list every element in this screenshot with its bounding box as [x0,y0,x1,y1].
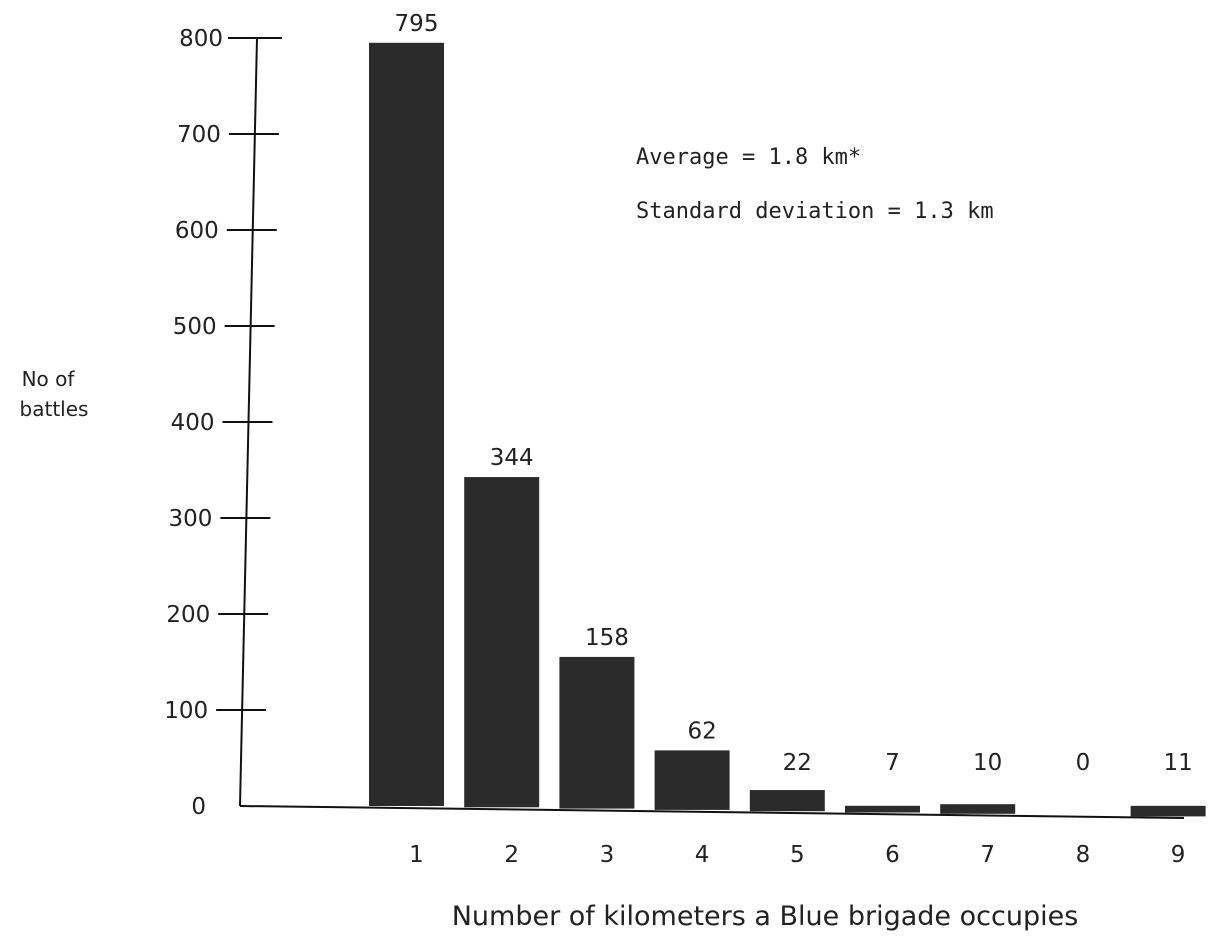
y-tick-label: 300 [168,506,212,532]
y-axis-label-line1: No of [22,367,76,391]
x-tick-label: 7 [980,842,995,868]
x-tick-label: 6 [885,842,900,868]
category-labels: 1 2 3 4 5 6 7 8 9 [409,842,1185,868]
x-tick-label: 8 [1076,842,1091,868]
data-label: 158 [585,625,629,651]
y-tick-label: 600 [175,218,219,244]
x-axis [239,805,1185,819]
data-label: 11 [1163,750,1192,776]
bar-1 [369,42,444,807]
annotation-std-dev: Standard deviation = 1.3 km [636,199,994,224]
y-tick-label: 700 [177,122,221,148]
data-label: 344 [490,445,534,471]
x-tick-label: 5 [790,842,805,868]
x-axis-label: Number of kilometers a Blue brigade occu… [452,901,1079,932]
y-tick-label: 800 [179,26,223,52]
x-tick-label: 9 [1171,842,1186,868]
y-tick-label: 0 [191,794,206,820]
data-label: 62 [687,718,716,744]
data-label: 0 [1076,750,1091,776]
annotation-average: Average = 1.8 km* [636,145,861,170]
y-tick-label: 200 [166,602,210,628]
y-ticks: 0 100 200 300 400 500 600 700 800 [164,26,282,820]
bar-4 [654,750,730,810]
data-label: 795 [395,11,439,37]
bar-7 [940,804,1016,814]
y-axis-label-line2: battles [20,397,89,421]
x-tick-label: 2 [504,842,519,868]
y-tick-label: 400 [171,410,215,436]
bar-9 [1130,805,1206,817]
y-tick-label: 500 [173,314,217,340]
data-label: 7 [885,750,900,776]
y-tick-label: 100 [164,698,208,724]
x-tick-label: 1 [409,842,424,868]
bar-2 [464,477,540,808]
bar-6 [845,805,920,813]
bar-3 [559,656,635,809]
x-tick-label: 4 [695,842,710,868]
bars [369,42,1206,817]
data-label: 10 [973,750,1002,776]
bar-5 [749,790,825,812]
x-tick-label: 3 [600,842,615,868]
data-labels: 795 344 158 62 22 7 10 0 11 [395,11,1193,776]
data-label: 22 [783,750,812,776]
